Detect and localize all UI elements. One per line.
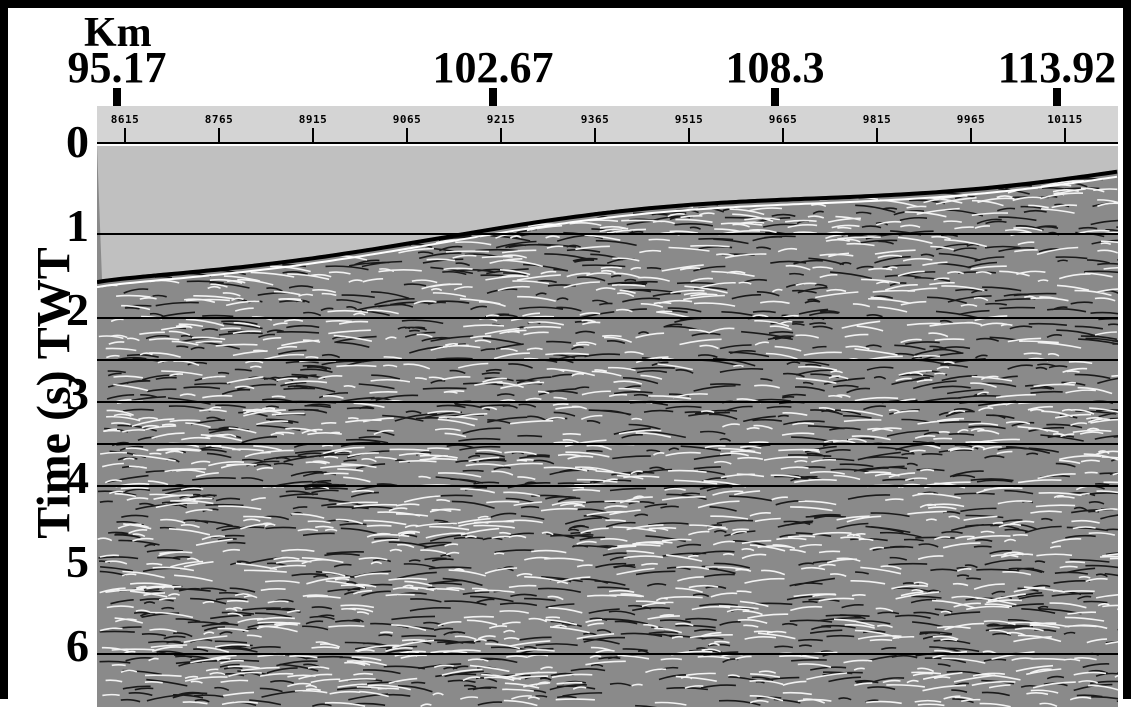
distance-tick [113, 88, 121, 106]
cdp-tick [1064, 128, 1066, 142]
cdp-tick-label: 9215 [486, 113, 516, 126]
time-tick-label: 2 [66, 284, 89, 335]
time-tick-label: 5 [66, 536, 89, 587]
seafloor-reflector [96, 169, 1118, 285]
distance-tick-label: 108.3 [725, 43, 825, 92]
seafloor-reflector-highlight [96, 175, 1118, 289]
reflector-texture-light [97, 180, 1131, 708]
cdp-tick [312, 128, 314, 142]
distance-tick [489, 88, 497, 106]
cdp-tick [688, 128, 690, 142]
cdp-tick-label: 8765 [204, 113, 234, 126]
distance-tick-label: 102.67 [432, 43, 554, 92]
distance-tick [1053, 88, 1061, 106]
cdp-tick [876, 128, 878, 142]
distance-unit-label: Km [84, 10, 152, 56]
distance-tick [771, 88, 779, 106]
cdp-tick [500, 128, 502, 142]
cdp-tick-label: 9665 [768, 113, 798, 126]
cdp-tick-label: 10115 [1047, 113, 1083, 126]
cdp-tick [782, 128, 784, 142]
time-tick-label: 6 [66, 620, 89, 671]
cdp-tick [970, 128, 972, 142]
cdp-tick [594, 128, 596, 142]
time-tick-label: 0 [66, 116, 89, 167]
cdp-tick [124, 128, 126, 142]
cdp-tick-label: 8915 [298, 113, 328, 126]
water-column [97, 146, 1118, 280]
cdp-tick [218, 128, 220, 142]
time-tick-label: 3 [66, 368, 89, 419]
cdp-tick-label: 9965 [956, 113, 986, 126]
cdp-tick-label: 8615 [110, 113, 140, 126]
time-tick-label: 4 [66, 452, 89, 503]
cdp-tick [406, 128, 408, 142]
cdp-axis-bar: 8615 8765 8915 9065 9215 9365 9515 9665 9815 9965… [97, 106, 1118, 144]
distance-tick-label: 113.92 [997, 43, 1117, 92]
cdp-tick-label: 9065 [392, 113, 422, 126]
seismic-section [96, 146, 1131, 712]
cdp-tick-label: 9365 [580, 113, 610, 126]
cdp-tick-label: 9815 [862, 113, 892, 126]
cdp-tick-label: 9515 [674, 113, 704, 126]
distance-tick-label: 95.17 [67, 43, 167, 92]
seismic-section-image [96, 146, 1131, 712]
time-tick-label: 1 [66, 200, 89, 251]
